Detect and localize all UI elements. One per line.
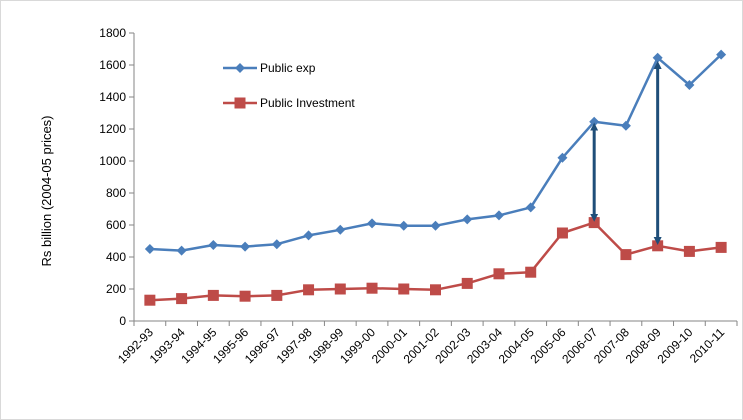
- data-point: [271, 239, 282, 250]
- axes: [133, 33, 737, 322]
- data-point: [398, 283, 410, 295]
- legend-marker: [235, 63, 245, 73]
- data-point: [176, 293, 188, 305]
- data-point: [367, 218, 378, 229]
- data-point: [715, 241, 727, 253]
- y-tick-label: 1800: [99, 26, 126, 40]
- legend: Public exp Public Investment: [223, 61, 355, 110]
- legend-item: Public exp: [223, 61, 316, 75]
- legend-marker: [234, 97, 246, 109]
- data-point: [716, 49, 727, 60]
- y-tick-label: 1000: [99, 154, 126, 168]
- data-point: [620, 249, 632, 261]
- data-point: [430, 284, 441, 296]
- y-tick-label: 400: [106, 250, 126, 264]
- data-point: [588, 217, 600, 229]
- data-point: [366, 282, 378, 294]
- data-point: [493, 210, 504, 221]
- data-point: [620, 120, 631, 131]
- data-point: [398, 220, 409, 231]
- data-point: [461, 277, 473, 289]
- data-point: [239, 290, 251, 302]
- data-point: [144, 294, 156, 306]
- data-point: [430, 220, 441, 231]
- legend-item: Public Investment: [223, 96, 355, 110]
- data-point: [271, 289, 283, 301]
- data-point: [525, 202, 536, 213]
- y-ticks: 0 200 400 600 800 1000 1200 1400 1600 1800: [99, 26, 134, 328]
- x-tick-label: 2009-10: [654, 325, 695, 366]
- annotations-group: [590, 61, 662, 245]
- data-point: [652, 52, 663, 63]
- data-point: [462, 214, 473, 225]
- data-point: [334, 283, 346, 295]
- y-axis-label: Rs billion (2004-05 prices): [39, 115, 54, 266]
- data-point: [335, 224, 346, 235]
- data-point: [303, 284, 315, 296]
- data-point: [493, 268, 505, 280]
- legend-label: Public Investment: [260, 96, 355, 110]
- data-point: [652, 240, 664, 252]
- data-point: [176, 245, 187, 256]
- y-tick-label: 200: [106, 282, 126, 296]
- data-point: [208, 240, 219, 250]
- y-tick-label: 1400: [99, 90, 126, 104]
- y-tick-label: 600: [106, 218, 126, 232]
- y-tick-label: 1200: [99, 122, 126, 136]
- data-point: [556, 227, 568, 239]
- y-tick-label: 1600: [99, 58, 126, 72]
- data-point: [240, 241, 251, 252]
- data-point: [303, 230, 314, 241]
- x-tick-label: 2010-11: [687, 325, 728, 366]
- data-point: [144, 244, 155, 254]
- data-point: [684, 80, 695, 90]
- series-2: [144, 217, 727, 306]
- series-group: [144, 49, 727, 306]
- legend-label: Public exp: [260, 61, 316, 75]
- y-tick-label: 800: [106, 186, 126, 200]
- series-1: [144, 49, 727, 256]
- data-point: [525, 266, 537, 278]
- y-tick-label: 0: [119, 314, 126, 328]
- x-ticks: 1992-931993-941994-951995-961996-971997-…: [115, 321, 738, 366]
- data-point: [207, 289, 219, 301]
- data-point: [683, 245, 695, 257]
- data-point: [557, 152, 568, 163]
